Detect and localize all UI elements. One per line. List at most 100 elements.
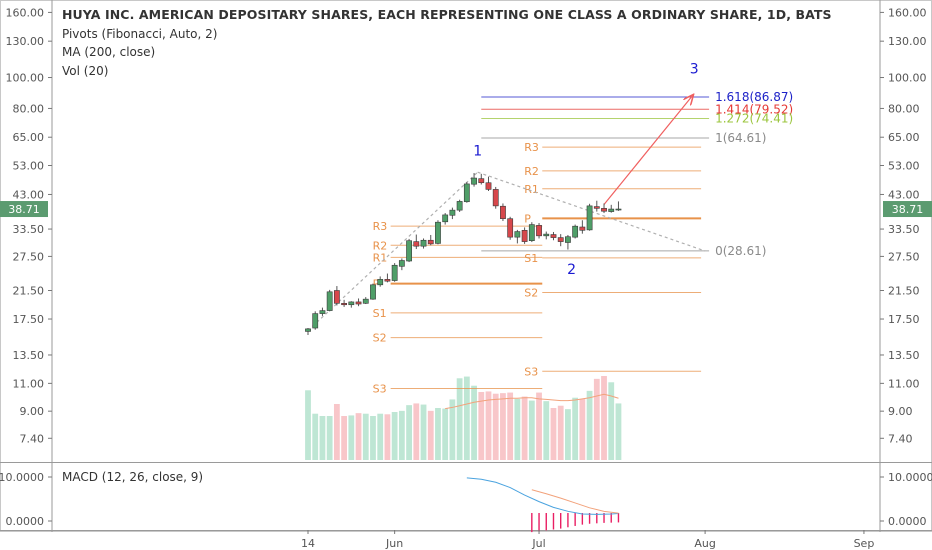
y-tick-label-left: 17.50 [13,313,45,326]
candle-body [420,239,427,247]
candle-body [550,234,557,238]
candle [420,238,427,249]
volume-bar [514,398,521,460]
volume-bar [507,392,514,460]
y-tick-label-right: 21.50 [888,285,920,298]
candle-body [348,301,355,306]
y-tick-label-left: 33.50 [13,223,45,236]
fib-level-label: 1(64.61) [715,131,766,145]
volume-bar [500,393,506,460]
candle [442,213,449,225]
candle-body [413,241,420,247]
candle [478,173,485,185]
candle [377,276,384,287]
candle-body [572,225,579,238]
macd-tick-label-left: 0.0000 [6,515,45,528]
candle [543,231,550,240]
candle [427,234,434,246]
candle-body [333,290,340,304]
candle [384,273,391,283]
macd-line [466,477,619,515]
indicator-ma-label[interactable]: MA (200, close) [62,45,156,59]
candle-body [362,298,369,304]
candle [319,307,326,316]
candle [312,311,319,330]
candle-body [449,209,456,216]
candle [485,176,492,191]
indicator-pivots-label[interactable]: Pivots (Fibonacci, Auto, 2) [62,26,218,41]
candle-body [528,224,535,241]
macd-indicator-label[interactable]: MACD (12, 26, close, 9) [62,470,204,484]
pivot-label-r3: R3 [373,220,388,233]
volume-bar [326,416,333,460]
volume-bar [615,403,622,460]
y-tick-label-right: 9.00 [888,405,913,418]
volume-bar [528,400,535,460]
wave-lines: 1 2 3 [307,61,706,332]
y-tick-label-right: 7.40 [888,432,913,445]
y-tick-label-right: 130.00 [888,35,927,48]
candle-body [565,236,571,243]
volume-bar [305,390,311,460]
candle [362,297,369,305]
candle [565,234,571,250]
candle-body [500,205,506,219]
x-tick-label: Aug [694,537,715,550]
chart-title: HUYA INC. AMERICAN DEPOSITARY SHARES, EA… [62,7,832,22]
candle-body [341,303,347,306]
volume-bar [341,416,347,460]
candles[interactable] [305,173,622,335]
y-tick-label-left: 160.00 [6,6,45,19]
candle-body [471,177,477,185]
volume-bar [355,413,362,460]
volume-bar [333,404,340,460]
candle-body [514,231,521,238]
y-tick-label-left: 27.50 [13,250,45,263]
volume-bar [420,404,427,460]
candle-body [370,284,376,300]
volume-bar [442,408,449,460]
y-tick-label-right: 33.50 [888,223,920,236]
candle-body [536,225,542,237]
axes: 160.00 160.00 130.00 130.00 100.00 100.00 80.0… [0,6,932,550]
wave-label-3: 3 [690,61,699,77]
y-tick-label-left: 7.40 [20,432,45,445]
y-tick-label-right: 65.00 [888,131,920,144]
y-tick-label-right: 80.00 [888,102,920,115]
volume-bars [305,376,622,460]
volume-bar [536,392,542,460]
last-price-badge-left [0,201,48,218]
candle-body [601,208,607,212]
macd-pane: 10.0000 10.0000 0.0000 0.0000 [0,471,932,533]
volume-bar [406,405,412,460]
candle [406,238,412,263]
volume-bar [608,382,615,460]
candle-body [442,214,449,223]
volume-bar [572,397,579,460]
pivot-label-s2: S2 [524,286,538,299]
candle-body [586,205,593,231]
candle [456,199,463,212]
pivot-label-p: P [373,278,380,291]
pivot-label-s1: S1 [524,252,538,265]
wave-dashed-line [307,171,479,332]
fib-level-label: 1.414(79.52) [715,102,793,116]
volume-bar [471,385,477,460]
candle [398,258,405,271]
macd-legend: MACD (12, 26, close, 9) [62,470,203,484]
x-tick-label: 14 [301,537,315,550]
candle-body [543,233,550,237]
candle-body [485,182,492,190]
y-tick-label-left: 13.50 [13,349,45,362]
pivot-label-r2: R2 [524,165,539,178]
macd-tick-label-right: 10.0000 [888,471,932,484]
candle [435,220,441,245]
fib-level-label: 1.272(74.41) [715,111,793,125]
volume-bar [312,413,319,460]
candle-body [507,218,514,238]
indicator-vol-label[interactable]: Vol (20) [62,63,109,78]
candle-body [608,208,615,212]
y-tick-label-right: 43.00 [888,188,920,201]
fib-level-label: 1.618(86.87) [715,90,793,104]
